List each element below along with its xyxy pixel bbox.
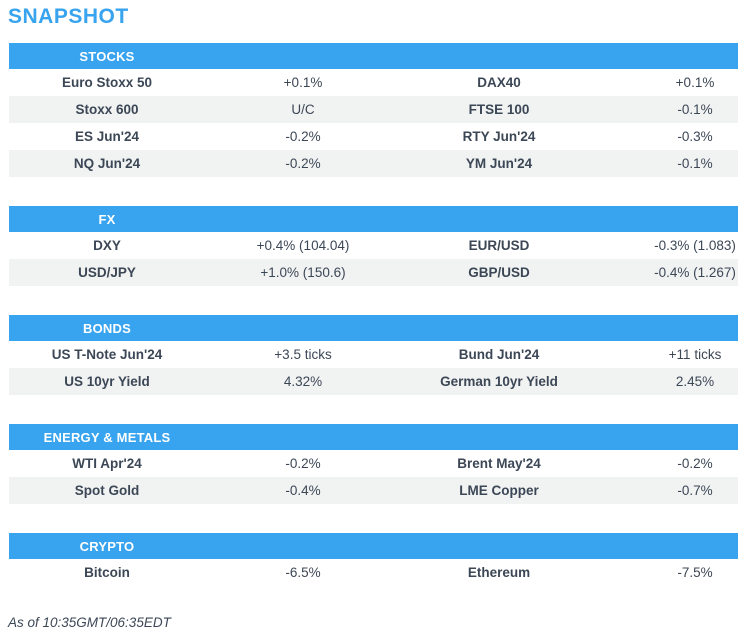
instrument-value: -0.2%	[285, 456, 321, 471]
instrument-value: +0.1%	[283, 75, 323, 90]
instrument-value: -0.2%	[285, 156, 321, 171]
instrument-name: DXY	[93, 238, 121, 253]
section-header-bar: BONDS	[9, 315, 738, 341]
section-header-bar: FX	[9, 206, 738, 232]
table-row: Stoxx 600 U/C FTSE 100 -0.1%	[9, 96, 738, 123]
section-fx: FX DXY +0.4% (104.04) EUR/USD -0.3% (1.083) U…	[9, 206, 738, 286]
instrument-name: DAX40	[477, 75, 521, 90]
instrument-value: -0.2%	[285, 129, 321, 144]
section-bonds: BONDS US T-Note Jun'24 +3.5 ticks Bund Jun'…	[9, 315, 738, 395]
instrument-name: Spot Gold	[74, 483, 140, 498]
instrument-name: Stoxx 600	[75, 102, 139, 117]
instrument-value: -0.4%	[285, 483, 321, 498]
table-row: DXY +0.4% (104.04) EUR/USD -0.3% (1.083)	[9, 232, 738, 259]
instrument-value: +0.4% (104.04)	[256, 238, 350, 253]
section-header-label: CRYPTO	[79, 538, 135, 554]
instrument-name: RTY Jun'24	[462, 129, 536, 144]
instrument-value: U/C	[291, 102, 315, 117]
timestamp-note: As of 10:35GMT/06:35EDT	[8, 615, 171, 630]
page-title: SNAPSHOT	[8, 5, 129, 28]
section-header-label: BONDS	[83, 320, 131, 336]
table-row: ES Jun'24 -0.2% RTY Jun'24 -0.3%	[9, 123, 738, 150]
table-row: Euro Stoxx 50 +0.1% DAX40 +0.1%	[9, 69, 738, 96]
snapshot-table: STOCKS Euro Stoxx 50 +0.1% DAX40 +0.1% Stoxx …	[9, 43, 738, 586]
instrument-value: -0.4% (1.267)	[654, 265, 736, 280]
instrument-name: EUR/USD	[468, 238, 530, 253]
instrument-value: +1.0% (150.6)	[260, 265, 346, 280]
table-row: US T-Note Jun'24 +3.5 ticks Bund Jun'24 +11…	[9, 341, 738, 368]
instrument-value: 4.32%	[283, 374, 323, 389]
instrument-value: -0.1%	[677, 102, 713, 117]
instrument-value: +0.1%	[675, 75, 715, 90]
instrument-name: LME Copper	[459, 483, 539, 498]
instrument-value: 2.45%	[675, 374, 715, 389]
instrument-value: -6.5%	[285, 565, 321, 580]
section-stocks: STOCKS Euro Stoxx 50 +0.1% DAX40 +0.1% Stoxx …	[9, 43, 738, 177]
instrument-name: German 10yr Yield	[440, 374, 558, 389]
section-header-label: ENERGY & METALS	[43, 429, 171, 445]
table-row: Bitcoin -6.5% Ethereum -7.5%	[9, 559, 738, 586]
table-row: WTI Apr'24 -0.2% Brent May'24 -0.2%	[9, 450, 738, 477]
instrument-name: FTSE 100	[468, 102, 530, 117]
snapshot-table-wrap: STOCKS Euro Stoxx 50 +0.1% DAX40 +0.1% Stoxx …	[9, 43, 738, 615]
instrument-name: USD/JPY	[78, 265, 136, 280]
instrument-name: Bund Jun'24	[458, 347, 540, 362]
section-energy-metals: ENERGY & METALS WTI Apr'24 -0.2% Brent May'…	[9, 424, 738, 504]
instrument-value: +11 ticks	[668, 347, 722, 362]
instrument-value: -0.7%	[677, 483, 713, 498]
instrument-value: -0.1%	[677, 156, 713, 171]
instrument-value: -7.5%	[677, 565, 713, 580]
instrument-value: -0.3% (1.083)	[654, 238, 736, 253]
table-row: US 10yr Yield 4.32% German 10yr Yield 2.45%	[9, 368, 738, 395]
instrument-name: Ethereum	[467, 565, 531, 580]
instrument-name: GBP/USD	[468, 265, 530, 280]
section-header-label: FX	[98, 211, 116, 227]
instrument-name: US T-Note Jun'24	[51, 347, 163, 362]
table-row: NQ Jun'24 -0.2% YM Jun'24 -0.1%	[9, 150, 738, 177]
table-row: USD/JPY +1.0% (150.6) GBP/USD -0.4% (1.267)	[9, 259, 738, 286]
instrument-value: -0.2%	[677, 456, 713, 471]
section-header-bar: STOCKS	[9, 43, 738, 69]
instrument-name: Euro Stoxx 50	[61, 75, 153, 90]
instrument-name: Brent May'24	[457, 456, 541, 471]
instrument-value: -0.3%	[677, 129, 713, 144]
section-header-bar: ENERGY & METALS	[9, 424, 738, 450]
instrument-name: Bitcoin	[84, 565, 130, 580]
section-crypto: CRYPTO Bitcoin -6.5% Ethereum -7.5%	[9, 533, 738, 586]
instrument-name: WTI Apr'24	[72, 456, 142, 471]
instrument-name: YM Jun'24	[465, 156, 533, 171]
section-header-bar: CRYPTO	[9, 533, 738, 559]
instrument-name: ES Jun'24	[75, 129, 139, 144]
instrument-name: US 10yr Yield	[64, 374, 150, 389]
instrument-name: NQ Jun'24	[73, 156, 141, 171]
instrument-value: +3.5 ticks	[274, 347, 332, 362]
table-row: Spot Gold -0.4% LME Copper -0.7%	[9, 477, 738, 504]
section-header-label: STOCKS	[79, 48, 135, 64]
